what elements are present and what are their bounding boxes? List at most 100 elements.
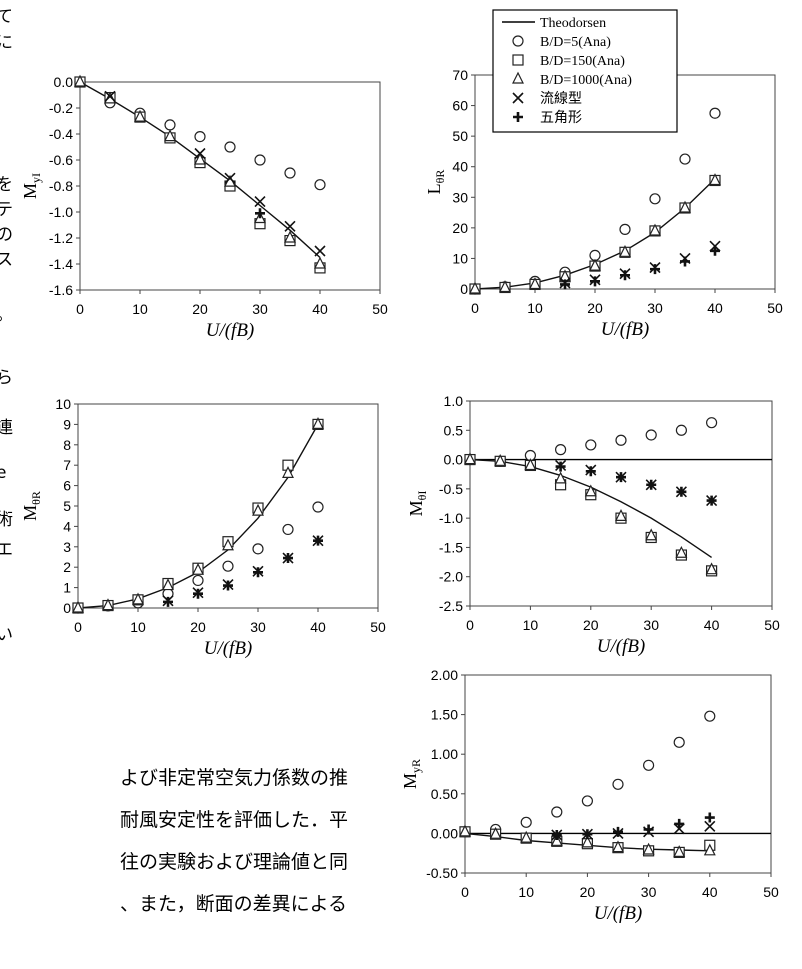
y-tick-label: 60	[452, 98, 468, 114]
data-point-bd5	[642, 759, 655, 771]
data-point-bd5	[314, 179, 326, 191]
data-point-bd1000	[675, 545, 688, 558]
data-point-bd5	[709, 107, 721, 119]
data-point-bd1000	[494, 453, 507, 466]
data-point-bd5	[222, 560, 234, 572]
series-streamline	[104, 90, 326, 257]
legend-marker-bd1000	[512, 71, 524, 84]
data-point-bd5	[252, 543, 264, 555]
y-tick-label: 9	[63, 416, 71, 432]
data-point-bd1000	[282, 466, 294, 478]
chart-myr: 2.00 1.50 1.00 0.50 0.00 -0.500 10 20 30 40 50 U/(f…	[400, 667, 779, 924]
data-point-bd1000	[499, 280, 511, 293]
y-tick-label: -0.2	[49, 100, 73, 116]
body-text: よび非定常空気力係数の推耐風安定性を評価した．平往の実験および理論値と同、また，…	[120, 767, 348, 915]
data-point-bd1000	[164, 129, 176, 142]
data-point-bd1000	[162, 578, 174, 591]
data-point-streamline	[254, 196, 266, 208]
x-tick-label: 20	[192, 301, 208, 317]
y-tick-label: 8	[63, 437, 71, 453]
data-point-bd1000	[615, 509, 627, 521]
data-point-bd1000	[649, 223, 661, 236]
data-point-bd1000	[524, 458, 537, 471]
margin-char: テ	[0, 200, 13, 220]
y-tick-label: -1.0	[439, 510, 463, 526]
body-line: 往の実験および理論値と同	[120, 851, 348, 873]
y-axis-title-subscript: yI	[29, 173, 43, 183]
x-tick-label: 40	[310, 619, 326, 635]
x-tick-label: 50	[763, 884, 779, 900]
legend-item-bd1000: B/D=1000(Ana)	[512, 71, 632, 88]
legend-marker-streamline	[512, 92, 524, 104]
x-tick-label: 0	[466, 617, 474, 633]
y-tick-label: 3	[63, 539, 71, 555]
x-axis-title: U/(fB)	[594, 903, 643, 924]
data-point-bd1000	[673, 845, 686, 858]
y-tick-label: 20	[452, 220, 468, 236]
data-point-bd1000	[312, 417, 324, 429]
data-point-pentagon	[313, 535, 323, 546]
data-point-bd1000	[464, 452, 476, 465]
data-point-pentagon	[255, 208, 265, 219]
y-tick-label: 0.0	[444, 452, 464, 468]
data-point-pentagon	[650, 264, 660, 275]
data-point-bd5	[675, 424, 688, 436]
series-streamline	[559, 240, 721, 289]
x-tick-label: 0	[471, 300, 479, 316]
data-point-bd5	[520, 816, 532, 828]
data-point-pentagon	[676, 486, 687, 497]
y-tick-label: 6	[63, 478, 71, 494]
data-point-bd5	[612, 778, 624, 790]
y-tick-label: 1.0	[444, 393, 464, 409]
data-point-pentagon	[613, 826, 623, 837]
y-tick-label: 2	[63, 559, 71, 575]
data-point-bd1000	[520, 830, 533, 843]
series-pentagon	[555, 461, 717, 506]
data-point-bd1000	[589, 258, 601, 271]
data-point-pentagon	[590, 276, 600, 287]
data-point-pentagon	[585, 466, 596, 477]
data-point-bd1000	[252, 503, 264, 516]
y-tick-label: 1	[63, 580, 71, 596]
legend-box	[492, 9, 678, 133]
data-point-bd1000	[284, 230, 296, 243]
data-point-pentagon	[193, 588, 203, 599]
y-tick-label: 10	[452, 250, 468, 266]
x-axis-title: U/(fB)	[601, 319, 650, 340]
legend-item-theodorsen: Theodorsen	[502, 16, 606, 31]
x-tick-label: 30	[643, 617, 659, 633]
y-axis-title-subscript: θR	[433, 170, 447, 184]
y-tick-label: -1.5	[439, 539, 463, 555]
x-tick-label: 0	[461, 884, 469, 900]
data-point-pentagon	[163, 596, 173, 607]
y-tick-label: -0.50	[426, 865, 458, 881]
series-bd5	[459, 710, 716, 838]
data-point-bd5	[192, 574, 204, 587]
y-tick-label: 70	[452, 67, 468, 83]
y-tick-label: 5	[63, 498, 71, 514]
legend-marker-bd5	[512, 35, 524, 47]
data-point-pentagon	[551, 829, 562, 840]
legend-item-bd5: B/D=5(Ana)	[512, 35, 611, 50]
body-line: 耐風安定性を評価した．平	[120, 809, 348, 831]
y-axis-title: MyI	[20, 173, 43, 199]
data-point-bd5	[645, 429, 657, 441]
y-tick-label: -0.8	[49, 178, 73, 194]
series-theodorsen	[474, 178, 716, 290]
y-tick-label: 0.0	[54, 74, 74, 90]
chart-mtr: 0 1 2 3 4 5 6 7 8 9 10 0 10 20 30 40 50 U/(fB) MθR	[20, 396, 386, 659]
x-tick-label: 10	[518, 884, 534, 900]
y-tick-label: 7	[63, 457, 71, 473]
series-pentagon	[551, 812, 715, 840]
legend-label: Theodorsen	[540, 16, 606, 31]
y-axis-title-main: L	[424, 183, 444, 194]
data-point-pentagon	[253, 567, 263, 578]
margin-char: ス	[0, 250, 13, 270]
y-tick-label: 10	[55, 396, 71, 412]
y-tick-label: 0	[460, 281, 468, 297]
x-tick-label: 10	[130, 619, 146, 635]
y-tick-label: -2.0	[439, 569, 463, 585]
x-tick-label: 50	[372, 301, 388, 317]
x-tick-label: 20	[587, 300, 603, 316]
